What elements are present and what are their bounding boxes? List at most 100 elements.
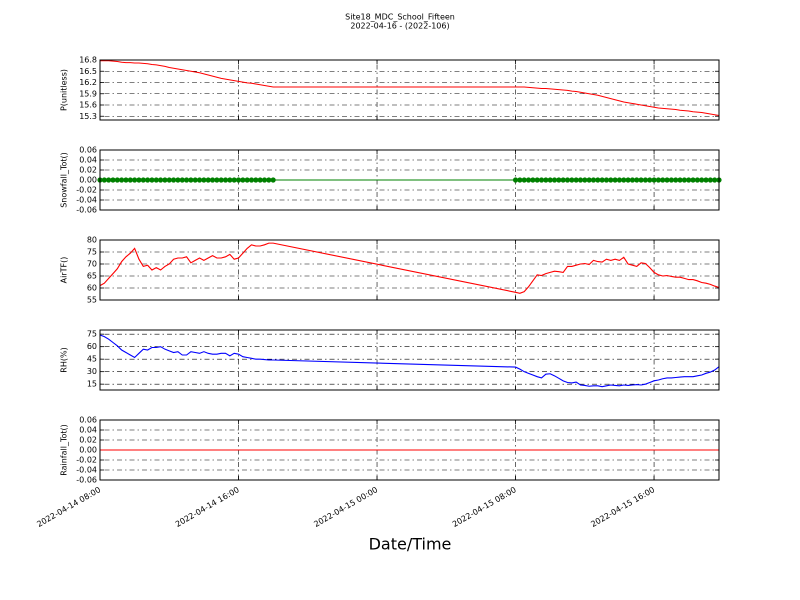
y-tick-label: 15	[87, 380, 97, 389]
marker	[660, 177, 666, 183]
y-tick-label: 0.00	[79, 176, 97, 185]
y-axis-label: Snowfall_Tot()	[60, 152, 69, 208]
marker	[188, 177, 194, 183]
marker	[170, 177, 177, 183]
x-axis-label: Date/Time	[369, 535, 452, 554]
marker	[205, 177, 211, 183]
marker	[625, 177, 631, 183]
marker	[209, 177, 216, 183]
y-tick-label: 0.02	[79, 166, 97, 175]
marker	[119, 177, 125, 183]
marker	[538, 177, 545, 183]
marker	[132, 177, 138, 183]
marker	[694, 177, 700, 183]
marker	[196, 177, 203, 183]
marker	[634, 177, 640, 183]
axes-frame	[99, 329, 720, 391]
marker	[703, 177, 709, 183]
marker	[712, 177, 718, 183]
marker	[162, 177, 168, 183]
y-tick-label: 70	[87, 260, 97, 269]
marker	[153, 177, 159, 183]
marker	[123, 177, 129, 183]
y-tick-label: -0.02	[76, 186, 97, 195]
marker	[517, 177, 523, 183]
marker	[569, 177, 575, 183]
marker	[655, 177, 661, 183]
marker	[512, 177, 519, 183]
subplot: -0.06-0.04-0.020.000.020.040.06 Snowfall_…	[60, 146, 722, 215]
y-tick-label: 16.5	[79, 67, 97, 76]
marker	[266, 177, 272, 183]
series-line	[99, 334, 720, 388]
marker	[668, 177, 674, 183]
marker	[114, 177, 120, 183]
marker	[556, 177, 562, 183]
marker	[201, 177, 207, 183]
marker	[638, 177, 644, 183]
marker	[183, 177, 190, 183]
marker	[521, 177, 527, 183]
marker	[647, 177, 653, 183]
y-tick-label: 0.02	[79, 436, 97, 445]
marker	[110, 177, 116, 183]
marker	[595, 177, 601, 183]
y-tick-label: 0.04	[79, 156, 97, 165]
y-tick-label: 55	[87, 296, 97, 305]
marker	[564, 177, 571, 183]
y-tick-label: 15.3	[79, 112, 97, 121]
marker	[677, 177, 683, 183]
axes-frame	[99, 419, 720, 481]
y-tick-label: 30	[87, 367, 97, 376]
marker	[192, 177, 198, 183]
series-line	[99, 242, 720, 294]
y-tick-label: 75	[87, 330, 97, 339]
y-tick-label: 65	[87, 272, 97, 281]
y-tick-label: 15.9	[79, 89, 97, 98]
y-tick-label: -0.06	[76, 206, 97, 215]
chart-title: Site18_MDC_School_Fifteen	[345, 13, 455, 22]
marker	[616, 177, 623, 183]
marker	[179, 177, 185, 183]
y-tick-label: 80	[87, 236, 97, 245]
marker	[690, 177, 696, 183]
y-tick-label: 15.6	[79, 101, 97, 110]
subplot: 15.3 15.6 15.9 16.2 16.5 16.8 P(unitless)	[60, 56, 720, 121]
y-tick-label: 45	[87, 355, 97, 364]
marker	[175, 177, 181, 183]
marker	[158, 177, 164, 183]
marker	[582, 177, 588, 183]
y-tick-label: 60	[87, 284, 97, 293]
marker	[707, 177, 713, 183]
y-tick-label: -0.02	[76, 456, 97, 465]
marker	[218, 177, 224, 183]
y-tick-label: 0.00	[79, 446, 97, 455]
marker	[699, 177, 705, 183]
marker	[543, 177, 549, 183]
marker	[261, 177, 268, 183]
y-tick-label: 60	[87, 342, 97, 351]
marker	[599, 177, 605, 183]
y-tick-label: 0.06	[79, 416, 97, 425]
y-tick-label: -0.04	[76, 196, 97, 205]
marker	[664, 177, 670, 183]
marker	[235, 177, 242, 183]
y-axis-label: Rainfall_Tot()	[60, 424, 69, 476]
marker	[686, 177, 692, 183]
y-tick-label: 75	[87, 248, 97, 257]
axes-frame	[99, 59, 720, 121]
marker	[560, 177, 566, 183]
y-tick-label: -0.06	[76, 476, 97, 485]
y-tick-label: 16.2	[79, 78, 97, 87]
y-tick-label: 0.06	[79, 146, 97, 155]
marker	[227, 177, 233, 183]
marker	[222, 177, 229, 183]
y-axis-label: RH(%)	[60, 347, 69, 372]
subplot: 55 60 65 70 75 80 AirTF()	[60, 236, 720, 305]
y-axis-label: P(unitless)	[60, 69, 69, 111]
marker	[525, 177, 532, 183]
y-tick-label: 0.04	[79, 426, 97, 435]
marker	[257, 177, 263, 183]
